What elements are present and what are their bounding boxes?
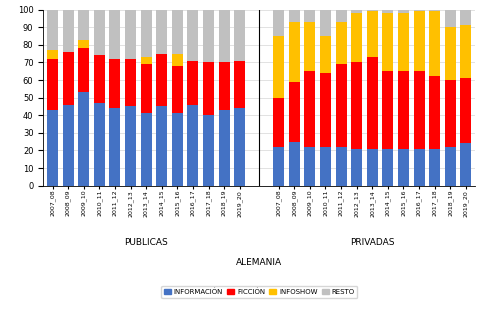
Bar: [219, 10, 229, 62]
Bar: [429, 11, 440, 76]
Bar: [78, 40, 89, 48]
Bar: [320, 10, 331, 36]
Bar: [234, 61, 245, 108]
Bar: [219, 62, 229, 110]
Bar: [94, 10, 105, 55]
Bar: [109, 10, 120, 59]
Bar: [460, 78, 471, 143]
Bar: [219, 110, 229, 186]
Bar: [445, 147, 456, 186]
Bar: [78, 92, 89, 186]
Legend: INFORMACIÓN, FICCIÓN, INFOSHOW, RESTO: INFORMACIÓN, FICCIÓN, INFOSHOW, RESTO: [161, 286, 357, 298]
Bar: [429, 148, 440, 186]
Bar: [94, 103, 105, 186]
Bar: [460, 10, 471, 26]
Bar: [109, 59, 120, 108]
Bar: [273, 36, 284, 98]
Bar: [414, 148, 424, 186]
Bar: [172, 66, 183, 114]
Bar: [289, 82, 300, 141]
Bar: [367, 148, 378, 186]
Bar: [156, 53, 167, 106]
Bar: [320, 36, 331, 73]
Bar: [141, 10, 152, 57]
Bar: [125, 59, 136, 106]
Bar: [172, 10, 183, 53]
Bar: [188, 105, 198, 186]
Bar: [203, 115, 214, 186]
Bar: [445, 80, 456, 147]
Bar: [125, 10, 136, 59]
Bar: [304, 10, 315, 22]
Bar: [289, 10, 300, 22]
Bar: [141, 57, 152, 64]
Bar: [172, 114, 183, 186]
Bar: [414, 11, 424, 71]
Bar: [429, 10, 440, 11]
Bar: [398, 148, 409, 186]
Bar: [234, 108, 245, 186]
Bar: [141, 64, 152, 114]
Bar: [383, 148, 393, 186]
Bar: [289, 22, 300, 82]
Bar: [156, 106, 167, 186]
Bar: [125, 106, 136, 186]
Bar: [289, 141, 300, 186]
Bar: [336, 64, 347, 147]
Bar: [320, 73, 331, 147]
Bar: [445, 27, 456, 80]
Bar: [47, 110, 58, 186]
Bar: [141, 114, 152, 186]
Bar: [429, 76, 440, 148]
Text: PUBLICAS: PUBLICAS: [124, 238, 168, 247]
Bar: [188, 61, 198, 105]
Bar: [47, 59, 58, 110]
Bar: [109, 108, 120, 186]
Bar: [47, 10, 58, 50]
Text: PRIVADAS: PRIVADAS: [350, 238, 395, 247]
Bar: [398, 13, 409, 71]
Bar: [414, 71, 424, 148]
Bar: [383, 10, 393, 13]
Bar: [367, 10, 378, 11]
Bar: [304, 71, 315, 147]
Bar: [383, 13, 393, 71]
Bar: [460, 143, 471, 186]
Bar: [203, 10, 214, 62]
Bar: [336, 147, 347, 186]
Bar: [203, 62, 214, 115]
Bar: [336, 10, 347, 22]
Bar: [273, 98, 284, 147]
Bar: [172, 53, 183, 66]
Bar: [156, 10, 167, 53]
Bar: [273, 147, 284, 186]
Bar: [367, 57, 378, 148]
Bar: [351, 10, 362, 13]
Bar: [460, 25, 471, 78]
Bar: [234, 10, 245, 61]
Bar: [320, 147, 331, 186]
Bar: [445, 10, 456, 27]
Bar: [273, 10, 284, 36]
Bar: [188, 10, 198, 61]
Bar: [351, 62, 362, 148]
Bar: [47, 50, 58, 59]
Bar: [78, 10, 89, 39]
Bar: [383, 71, 393, 148]
Bar: [94, 55, 105, 103]
Bar: [398, 10, 409, 13]
Bar: [304, 147, 315, 186]
Bar: [351, 13, 362, 62]
Bar: [367, 11, 378, 57]
Bar: [351, 148, 362, 186]
Bar: [336, 22, 347, 64]
Bar: [63, 105, 73, 186]
Bar: [63, 10, 73, 52]
Bar: [398, 71, 409, 148]
Bar: [78, 48, 89, 92]
Bar: [304, 22, 315, 71]
Text: ALEMANIA: ALEMANIA: [236, 258, 282, 267]
Bar: [414, 10, 424, 11]
Bar: [63, 52, 73, 105]
